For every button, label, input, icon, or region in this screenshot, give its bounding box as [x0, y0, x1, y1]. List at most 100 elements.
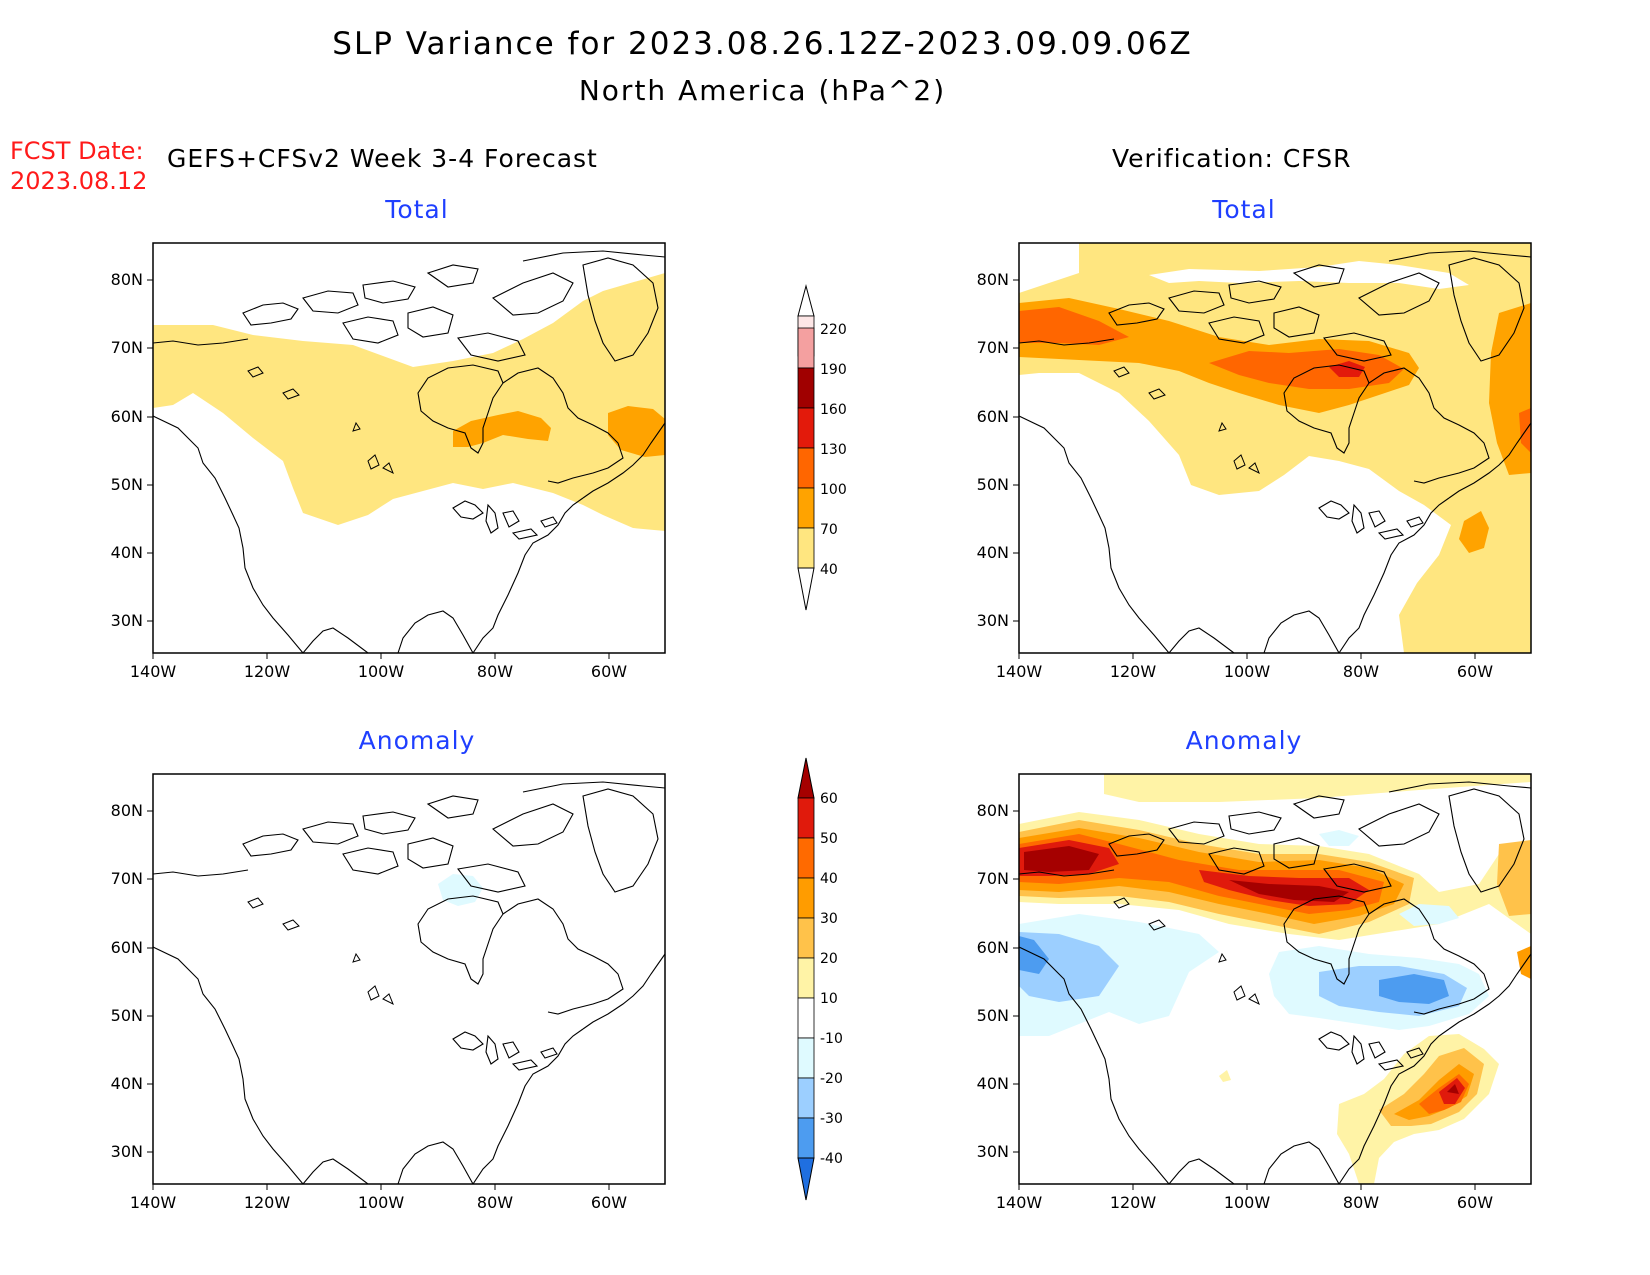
colorbar-level-label: 20: [820, 951, 838, 967]
lon-tick-label: 60W: [591, 662, 627, 681]
total-colorbar: 220 190 160 130 100 70 40: [797, 284, 847, 611]
lon-tick-label: 100W: [358, 1193, 405, 1212]
lon-tick-label: 120W: [244, 1193, 291, 1212]
lon-axis: 140W 120W 100W 80W 60W: [996, 653, 1493, 681]
lon-tick-label: 60W: [591, 1193, 627, 1212]
lat-tick-label: 40N: [111, 1074, 143, 1093]
map-forecast-anomaly: 80N 70N 60N 50N 40N 30N 140W 120W 100W 8…: [111, 773, 666, 1212]
lat-tick-label: 80N: [977, 801, 1009, 820]
lat-tick-label: 80N: [111, 270, 143, 289]
panel-title-verification-total: Total: [1212, 195, 1276, 224]
colorbar-level-label: 100: [820, 482, 847, 498]
anomaly-colorbar-bin: [797, 1077, 815, 1119]
lon-tick-label: 80W: [477, 662, 513, 681]
lon-tick-label: 100W: [358, 662, 405, 681]
colorbar-level-label: 190: [820, 362, 847, 378]
lat-tick-label: 40N: [111, 543, 143, 562]
lat-tick-label: 60N: [977, 407, 1009, 426]
lon-axis: 140W 120W 100W 80W 60W: [130, 653, 627, 681]
main-title: SLP Variance for 2023.08.26.12Z-2023.09.…: [332, 26, 1193, 62]
colorbar-level-label: 160: [820, 402, 847, 418]
total-colorbar-bin: [797, 527, 815, 569]
lat-tick-label: 30N: [977, 1142, 1009, 1161]
anomaly-colorbar-bin: [797, 877, 815, 919]
colorbar-level-label: 50: [820, 831, 838, 847]
anomaly-colorbar: 60 50 40 30 20 10 -10 -20 -30 -40: [797, 757, 843, 1201]
colorbar-level-label: 40: [820, 871, 838, 887]
anomaly-colorbar-bin: [797, 837, 815, 879]
panel-title-forecast-total: Total: [385, 195, 449, 224]
fcst-date: FCST Date: 2023.08.12: [10, 136, 147, 196]
colorbar-level-label: 40: [820, 562, 838, 578]
lat-tick-label: 60N: [111, 938, 143, 957]
lat-tick-label: 30N: [977, 611, 1009, 630]
lat-tick-label: 30N: [111, 611, 143, 630]
lon-tick-label: 140W: [130, 662, 177, 681]
lon-axis: 140W 120W 100W 80W 60W: [130, 1184, 627, 1212]
total-colorbar-bin: [797, 367, 815, 409]
main-subtitle: North America (hPa^2): [578, 74, 947, 107]
colorbar-level-label: -20: [820, 1071, 843, 1087]
colorbar-level-label: -10: [820, 1031, 843, 1047]
lon-tick-label: 100W: [1224, 662, 1271, 681]
forecast-column-header: GEFS+CFSv2 Week 3-4 Forecast: [167, 144, 598, 173]
lon-tick-label: 140W: [996, 662, 1043, 681]
lon-tick-label: 140W: [996, 1193, 1043, 1212]
colorbar-level-label: 30: [820, 911, 838, 927]
colorbar-level-label: -30: [820, 1111, 843, 1127]
lat-tick-label: 30N: [111, 1142, 143, 1161]
lat-tick-label: 70N: [111, 338, 143, 357]
fcst-date-value: 2023.08.12: [10, 167, 148, 195]
anomaly-colorbar-bin: [797, 997, 815, 1039]
lat-tick-label: 70N: [977, 338, 1009, 357]
colorbar-level-label: 60: [820, 791, 838, 807]
total-colorbar-bin: [797, 407, 815, 449]
colorbar-level-label: 10: [820, 991, 838, 1007]
colorbar-level-label: -40: [820, 1151, 843, 1167]
colorbar-level-label: 70: [820, 522, 838, 538]
panel-title-verification-anomaly: Anomaly: [1185, 726, 1303, 755]
lon-tick-label: 80W: [1343, 662, 1379, 681]
lon-tick-label: 100W: [1224, 1193, 1271, 1212]
lon-axis: 140W 120W 100W 80W 60W: [996, 1184, 1493, 1212]
lat-axis: 80N 70N 60N 50N 40N 30N: [977, 270, 1019, 630]
fcst-date-label: FCST Date:: [10, 137, 144, 165]
colorbar-level-label: 130: [820, 442, 847, 458]
lon-tick-label: 60W: [1457, 1193, 1493, 1212]
lat-tick-label: 80N: [977, 270, 1009, 289]
lon-tick-label: 120W: [1110, 662, 1157, 681]
lon-tick-label: 80W: [477, 1193, 513, 1212]
lat-tick-label: 40N: [977, 543, 1009, 562]
lat-tick-label: 70N: [111, 869, 143, 888]
lon-tick-label: 60W: [1457, 662, 1493, 681]
map-verification-total: 80N 70N 60N 50N 40N 30N 140W 120W 100W 8…: [977, 242, 1532, 681]
lon-tick-label: 140W: [130, 1193, 177, 1212]
map-forecast-total: 80N 70N 60N 50N 40N 30N 140W 120W 100W 8…: [111, 242, 666, 681]
lat-tick-label: 50N: [111, 475, 143, 494]
verification-column-header: Verification: CFSR: [1112, 144, 1352, 173]
anomaly-colorbar-bin: [797, 1037, 815, 1079]
colorbar-level-label: 220: [820, 322, 847, 338]
anomaly-colorbar-bin: [797, 957, 815, 999]
anomaly-colorbar-bin: [797, 1117, 815, 1159]
map-verification-anomaly: 80N 70N 60N 50N 40N 30N 140W 120W 100W 8…: [977, 773, 1532, 1212]
lat-tick-label: 60N: [977, 938, 1009, 957]
anomaly-colorbar-bin: [797, 917, 815, 959]
lon-tick-label: 120W: [244, 662, 291, 681]
lat-axis: 80N 70N 60N 50N 40N 30N: [977, 801, 1019, 1161]
total-colorbar-bin: [797, 327, 815, 369]
lat-tick-label: 50N: [111, 1006, 143, 1025]
lat-tick-label: 60N: [111, 407, 143, 426]
lat-axis: 80N 70N 60N 50N 40N 30N: [111, 801, 153, 1161]
lat-tick-label: 80N: [111, 801, 143, 820]
lat-tick-label: 40N: [977, 1074, 1009, 1093]
total-colorbar-bin: [797, 447, 815, 489]
lon-tick-label: 80W: [1343, 1193, 1379, 1212]
anomaly-colorbar-bin: [797, 797, 815, 839]
lat-axis: 80N 70N 60N 50N 40N 30N: [111, 270, 153, 630]
total-colorbar-bin: [797, 487, 815, 529]
lat-tick-label: 50N: [977, 1006, 1009, 1025]
panel-title-forecast-anomaly: Anomaly: [358, 726, 476, 755]
lon-tick-label: 120W: [1110, 1193, 1157, 1212]
lat-tick-label: 70N: [977, 869, 1009, 888]
